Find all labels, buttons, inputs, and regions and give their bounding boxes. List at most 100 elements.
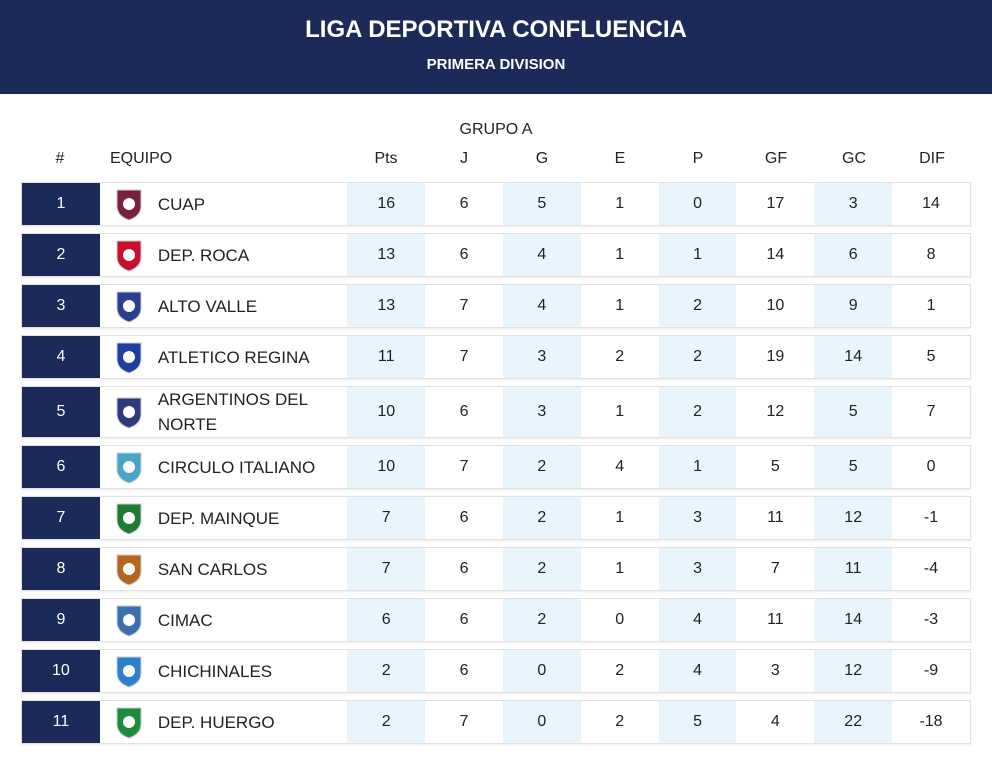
team-name: CHICHINALES: [157, 661, 273, 681]
stat: 14: [814, 336, 893, 378]
stat: 2: [502, 548, 581, 590]
stat: 11: [767, 611, 784, 628]
logo-emblem: [122, 665, 135, 677]
stat: 17: [766, 195, 785, 212]
column-header: J: [460, 150, 468, 167]
stat: -4: [923, 560, 939, 577]
stat: 3: [770, 662, 780, 679]
group-label: GRUPO A: [459, 121, 533, 138]
stat: -1: [923, 509, 939, 526]
logo-emblem: [122, 198, 135, 210]
stat: 1: [615, 403, 625, 420]
team-name: CIMAC: [157, 610, 213, 630]
logo-emblem: [122, 614, 135, 626]
team-name: ALTO VALLE: [157, 296, 258, 316]
team-name: ATLETICO REGINA: [157, 347, 310, 367]
column-header: GC: [842, 150, 866, 167]
stat: 4: [658, 599, 737, 641]
team-cell: SAN CARLOS: [100, 548, 347, 590]
stat: 7: [347, 497, 426, 539]
stat: 6: [459, 662, 469, 679]
logo-emblem: [122, 351, 135, 363]
stat: 1: [926, 297, 936, 314]
stat: 2: [615, 662, 625, 679]
table-row: 6 CIRCULO ITALIANO 10 7 2 4 1 5 5 0: [21, 445, 971, 489]
stat: 0: [502, 650, 581, 692]
position: 5: [22, 387, 100, 437]
stat: 11: [814, 548, 893, 590]
stat: 19: [766, 348, 785, 365]
column-headers: # EQUIPO Pts J G E P GF GC DIF: [0, 147, 992, 171]
stat: 7: [459, 713, 469, 730]
team-cell: ALTO VALLE: [100, 285, 347, 327]
table-row: 11 DEP. HUERGO 2 7 0 2 5 4 22 -18: [21, 700, 971, 744]
column-header: Pts: [374, 150, 398, 167]
stat: 5: [770, 458, 780, 475]
stat: 6: [459, 195, 469, 212]
stat: 3: [658, 548, 737, 590]
stat: 3: [502, 387, 581, 437]
stat: 2: [502, 599, 581, 641]
stat: 5: [926, 348, 936, 365]
stat: 4: [502, 234, 581, 276]
stat: 2: [658, 336, 737, 378]
stat: -18: [919, 713, 943, 730]
position: 8: [22, 548, 100, 590]
table-row: 10 CHICHINALES 2 6 0 2 4 3 12 -9: [21, 649, 971, 693]
team-name: CUAP: [157, 194, 206, 214]
table-row: 7 DEP. MAINQUE 7 6 2 1 3 11 12 -1: [21, 496, 971, 540]
team-logo: [116, 291, 142, 323]
stat: -9: [923, 662, 939, 679]
team-logo: [116, 656, 142, 688]
logo-emblem: [122, 300, 135, 312]
logo-emblem: [122, 249, 135, 261]
stat: 2: [347, 650, 426, 692]
stat: 12: [814, 650, 893, 692]
team-logo: [116, 605, 142, 637]
column-header: E: [614, 150, 626, 167]
stat: 1: [615, 509, 625, 526]
column-header: G: [535, 150, 549, 167]
stat: 6: [814, 234, 893, 276]
position: 6: [22, 446, 100, 488]
stat: -3: [923, 611, 939, 628]
stat: 8: [926, 246, 936, 263]
team-name: CIRCULO ITALIANO: [157, 457, 316, 477]
stat: 11: [767, 509, 784, 526]
stat: 7: [347, 548, 426, 590]
stat: 10: [347, 446, 426, 488]
stat: 10: [347, 387, 426, 437]
position: 11: [22, 701, 100, 743]
stat: 14: [922, 195, 940, 212]
stat: 6: [459, 246, 469, 263]
position: 10: [22, 650, 100, 692]
team-logo: [116, 452, 142, 484]
position: 7: [22, 497, 100, 539]
stat: 9: [814, 285, 893, 327]
stat: 7: [459, 458, 469, 475]
table-row: 5 ARGENTINOS DEL NORTE 10 6 3 1 2 12 5 7: [21, 386, 971, 438]
stat: 5: [814, 387, 893, 437]
stat: 1: [658, 446, 737, 488]
stat: 1: [615, 195, 625, 212]
stat: 3: [502, 336, 581, 378]
team-logo: [116, 240, 142, 272]
stat: 2: [502, 497, 581, 539]
stat: 6: [459, 611, 469, 628]
team-name: SAN CARLOS: [157, 559, 268, 579]
stat: 0: [658, 183, 737, 225]
stat: 7: [770, 560, 780, 577]
team-logo: [116, 342, 142, 374]
stat: 2: [615, 713, 625, 730]
stat: 22: [814, 701, 893, 743]
logo-emblem: [122, 563, 135, 575]
stat: 1: [658, 234, 737, 276]
header: LIGA DEPORTIVA CONFLUENCIA PRIMERA DIVIS…: [0, 0, 992, 94]
stat: 0: [926, 458, 936, 475]
stat: 4: [770, 713, 780, 730]
team-name: ARGENTINOS DEL NORTE: [157, 390, 308, 434]
stat: 2: [347, 701, 426, 743]
stat: 3: [658, 497, 737, 539]
stat: 3: [814, 183, 893, 225]
